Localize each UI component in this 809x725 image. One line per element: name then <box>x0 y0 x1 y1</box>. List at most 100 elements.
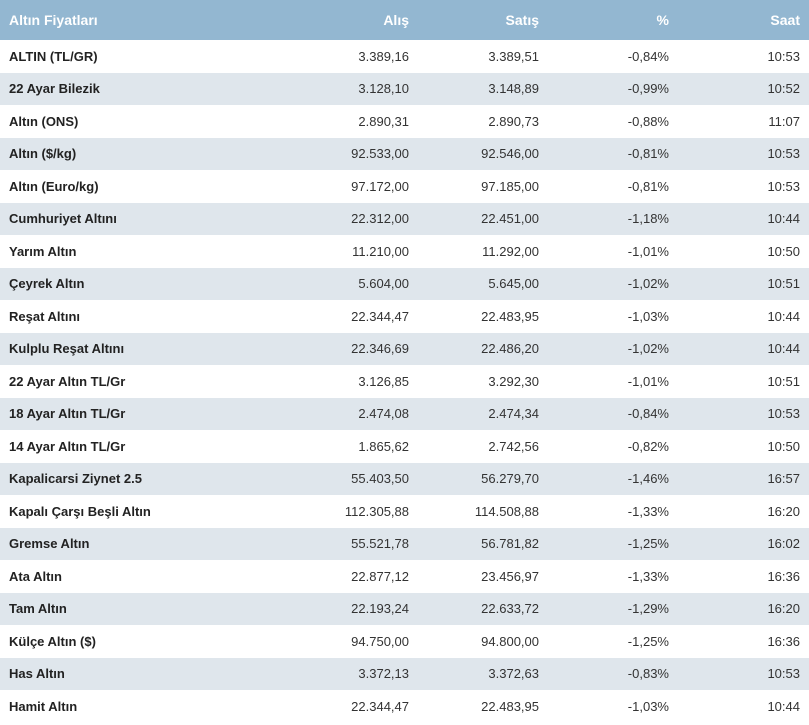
table-row[interactable]: Yarım Altın 11.210,00 11.292,00 -1,01% 10:50 <box>0 235 809 268</box>
cell-percent: -0,84% <box>627 406 669 422</box>
cell-name[interactable]: Külçe Altın ($) <box>9 633 96 649</box>
cell-name[interactable]: Altın ($/kg) <box>9 146 77 162</box>
cell-saat: 10:53 <box>767 48 800 64</box>
cell-alis: 3.389,16 <box>358 48 409 64</box>
cell-alis: 22.344,47 <box>351 698 409 714</box>
cell-name[interactable]: 18 Ayar Altın TL/Gr <box>9 406 126 422</box>
table-row[interactable]: Reşat Altını 22.344,47 22.483,95 -1,03% 10:4… <box>0 300 809 333</box>
cell-saat: 10:51 <box>767 276 800 292</box>
cell-satis: 56.279,70 <box>481 471 539 487</box>
table-row[interactable]: Tam Altın 22.193,24 22.633,72 -1,29% 16:20 <box>0 592 809 625</box>
cell-alis: 2.890,31 <box>358 113 409 129</box>
cell-name[interactable]: Has Altın <box>9 666 65 682</box>
cell-alis: 22.346,69 <box>351 341 409 357</box>
cell-alis: 92.533,00 <box>351 146 409 162</box>
cell-saat: 10:50 <box>767 438 800 454</box>
cell-name[interactable]: Reşat Altını <box>9 308 81 324</box>
cell-alis: 1.865,62 <box>358 438 409 454</box>
cell-satis: 3.389,51 <box>488 48 539 64</box>
header-name[interactable]: Altın Fiyatları <box>9 12 98 28</box>
cell-saat: 10:53 <box>767 666 800 682</box>
cell-satis: 94.800,00 <box>481 633 539 649</box>
header-row: Altın Fiyatları Alış Satış % Saat <box>0 0 809 40</box>
cell-percent: -0,81% <box>627 178 669 194</box>
cell-name[interactable]: Kulplu Reşat Altını <box>9 341 125 357</box>
cell-satis: 3.372,63 <box>488 666 539 682</box>
cell-name[interactable]: Gremse Altın <box>9 536 90 552</box>
cell-name[interactable]: Tam Altın <box>9 601 67 617</box>
cell-alis: 3.128,10 <box>358 81 409 97</box>
cell-alis: 3.372,13 <box>358 666 409 682</box>
cell-saat: 10:44 <box>767 211 800 227</box>
table-row[interactable]: 22 Ayar Bilezik 3.128,10 3.148,89 -0,99% 10:… <box>0 72 809 105</box>
cell-name[interactable]: Altın (ONS) <box>9 113 79 129</box>
cell-percent: -1,01% <box>627 373 669 389</box>
cell-satis: 2.890,73 <box>488 113 539 129</box>
cell-satis: 2.474,34 <box>488 406 539 422</box>
table-row[interactable]: ALTIN (TL/GR) 3.389,16 3.389,51 -0,84% 10:53 <box>0 40 809 73</box>
cell-name[interactable]: ALTIN (TL/GR) <box>9 48 98 64</box>
table-row[interactable]: 14 Ayar Altın TL/Gr 1.865,62 2.742,56 -0,82… <box>0 430 809 463</box>
cell-name[interactable]: 22 Ayar Bilezik <box>9 81 100 97</box>
cell-alis: 112.305,88 <box>344 503 409 519</box>
cell-saat: 16:36 <box>767 633 800 649</box>
cell-saat: 16:20 <box>767 503 800 519</box>
cell-name[interactable]: Altın (Euro/kg) <box>9 178 99 194</box>
table-header: Altın Fiyatları Alış Satış % Saat <box>0 0 809 40</box>
cell-satis: 22.633,72 <box>481 601 539 617</box>
table-row[interactable]: 22 Ayar Altın TL/Gr 3.126,85 3.292,30 -1,01… <box>0 365 809 398</box>
cell-alis: 22.877,12 <box>351 568 409 584</box>
table-row[interactable]: Has Altın 3.372,13 3.372,63 -0,83% 10:53 <box>0 657 809 690</box>
cell-percent: -1,03% <box>627 698 669 714</box>
header-alis[interactable]: Alış <box>383 12 409 28</box>
cell-satis: 22.483,95 <box>481 308 539 324</box>
cell-name[interactable]: Çeyrek Altın <box>9 276 85 292</box>
table-row[interactable]: 18 Ayar Altın TL/Gr 2.474,08 2.474,34 -0,84… <box>0 397 809 430</box>
cell-alis: 3.126,85 <box>358 373 409 389</box>
header-satis[interactable]: Satış <box>505 12 539 28</box>
cell-saat: 16:02 <box>767 536 800 552</box>
cell-name[interactable]: Cumhuriyet Altını <box>9 211 117 227</box>
cell-percent: -0,83% <box>627 666 669 682</box>
cell-alis: 55.521,78 <box>351 536 409 552</box>
cell-percent: -1,25% <box>627 633 669 649</box>
header-saat[interactable]: Saat <box>770 12 800 28</box>
cell-alis: 97.172,00 <box>351 178 409 194</box>
table-row[interactable]: Kapalicarsi Ziynet 2.5 55.403,50 56.279,70… <box>0 462 809 495</box>
cell-name[interactable]: Kapalı Çarşı Beşli Altın <box>9 503 151 519</box>
cell-name[interactable]: 14 Ayar Altın TL/Gr <box>9 438 126 454</box>
cell-satis: 5.645,00 <box>488 276 539 292</box>
cell-alis: 22.344,47 <box>351 308 409 324</box>
cell-saat: 10:53 <box>767 146 800 162</box>
table-row[interactable]: Gremse Altın 55.521,78 56.781,82 -1,25% 16:0… <box>0 527 809 560</box>
cell-saat: 10:52 <box>767 81 800 97</box>
cell-name[interactable]: Kapalicarsi Ziynet 2.5 <box>9 471 142 487</box>
table-row[interactable]: Kapalı Çarşı Beşli Altın 112.305,88 114.50… <box>0 495 809 528</box>
table-body: ALTIN (TL/GR) 3.389,16 3.389,51 -0,84% 10:53… <box>0 40 809 723</box>
cell-saat: 11:07 <box>768 113 800 129</box>
cell-name[interactable]: Yarım Altın <box>9 243 77 259</box>
cell-name[interactable]: Ata Altın <box>9 568 62 584</box>
cell-alis: 5.604,00 <box>358 276 409 292</box>
table-row[interactable]: Ata Altın 22.877,12 23.456,97 -1,33% 16:36 <box>0 560 809 593</box>
cell-satis: 22.486,20 <box>481 341 539 357</box>
cell-satis: 23.456,97 <box>481 568 539 584</box>
cell-satis: 92.546,00 <box>481 146 539 162</box>
table-row[interactable]: Çeyrek Altın 5.604,00 5.645,00 -1,02% 10:51 <box>0 267 809 300</box>
table-row[interactable]: Külçe Altın ($) 94.750,00 94.800,00 -1,25% 1… <box>0 625 809 658</box>
table-row[interactable]: Kulplu Reşat Altını 22.346,69 22.486,20 -1,… <box>0 332 809 365</box>
cell-alis: 94.750,00 <box>351 633 409 649</box>
table-row[interactable]: Altın (ONS) 2.890,31 2.890,73 -0,88% 11:07 <box>0 105 809 138</box>
cell-alis: 2.474,08 <box>358 406 409 422</box>
cell-percent: -1,25% <box>627 536 669 552</box>
cell-satis: 114.508,88 <box>474 503 539 519</box>
header-percent[interactable]: % <box>656 12 669 28</box>
table-row[interactable]: Altın ($/kg) 92.533,00 92.546,00 -0,81% 10:5… <box>0 137 809 170</box>
cell-alis: 22.193,24 <box>351 601 409 617</box>
table-row[interactable]: Altın (Euro/kg) 97.172,00 97.185,00 -0,81% 1… <box>0 170 809 203</box>
cell-saat: 10:50 <box>767 243 800 259</box>
table-row[interactable]: Cumhuriyet Altını 22.312,00 22.451,00 -1,18… <box>0 202 809 235</box>
table-row[interactable]: Hamit Altın 22.344,47 22.483,95 -1,03% 10:44 <box>0 690 809 723</box>
cell-name[interactable]: 22 Ayar Altın TL/Gr <box>9 373 126 389</box>
cell-name[interactable]: Hamit Altın <box>9 698 78 714</box>
